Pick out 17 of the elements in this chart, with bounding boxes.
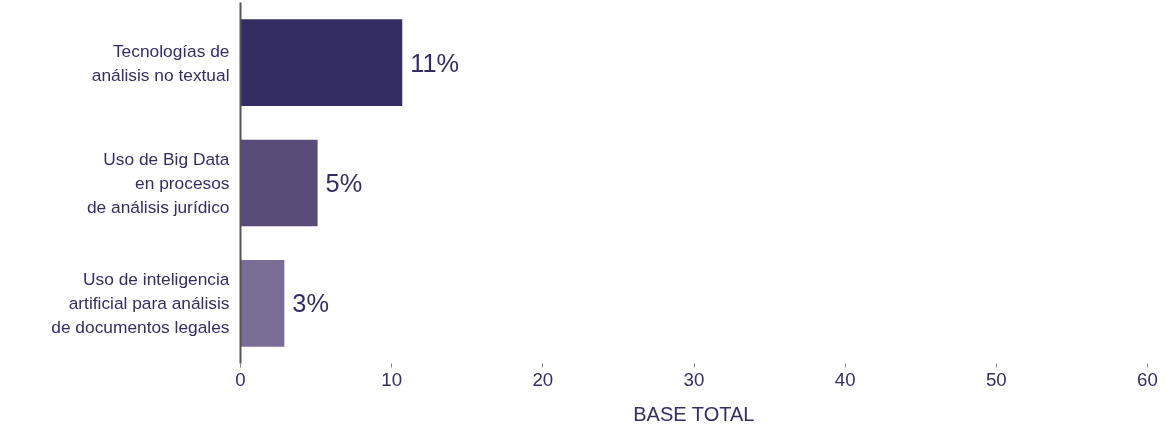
y-tick-label: Uso de Big Data en procesos de análisis jurídico	[86, 149, 230, 217]
x-axis-title: BASE TOTAL	[633, 402, 755, 425]
y-tick-label: Uso de inteligencia artificial para análisis de documentos legales	[51, 269, 230, 338]
bar	[240, 139, 318, 227]
x-tick-label: 0	[235, 368, 246, 390]
x-tick-label: 10	[381, 368, 403, 390]
x-tick-label: 40	[834, 368, 856, 390]
x-tick-label: 20	[532, 368, 554, 390]
data-label: 11%	[410, 48, 460, 77]
y-tick-label: Tecnologías de análisis no textual	[91, 40, 230, 85]
bar	[240, 260, 285, 347]
bar	[240, 19, 403, 106]
x-tick-label: 30	[683, 368, 705, 390]
data-label: 5%	[325, 169, 363, 197]
data-label: 3%	[292, 289, 329, 318]
x-tick-label: 60	[1137, 368, 1158, 390]
x-tick-label: 50	[985, 368, 1007, 390]
